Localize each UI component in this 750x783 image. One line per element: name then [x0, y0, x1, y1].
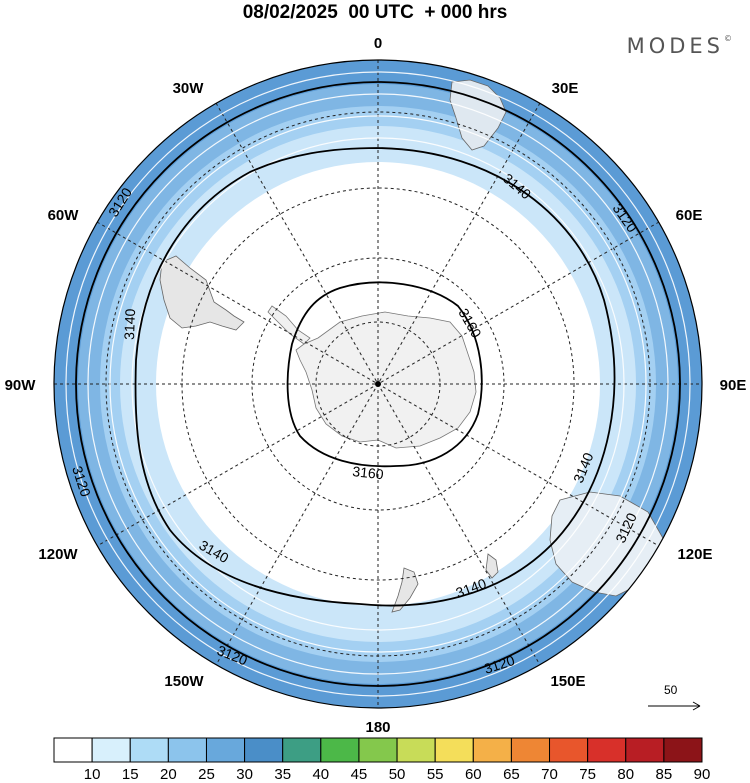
colorbar-swatch: [244, 737, 284, 763]
colorbar-tick-label: 35: [274, 766, 292, 783]
lon-label-60e: 60E: [676, 207, 703, 224]
wind-streamline: [87, 93, 669, 675]
colorbar-tick-label: 90: [693, 766, 711, 783]
contour-label: 3140: [121, 308, 138, 340]
lon-label-30w: 30W: [173, 80, 205, 97]
south-pole-marker: [375, 381, 381, 387]
colorbar-swatch: [91, 737, 131, 763]
contour-3120: [75, 81, 681, 687]
wind-streamline: [65, 71, 691, 697]
lon-label-30e: 30E: [552, 80, 579, 97]
colorbar-swatch: [53, 737, 93, 763]
contour-3160: [286, 281, 483, 468]
map-border: [53, 59, 703, 709]
colorbar-swatch: [434, 737, 474, 763]
colorbar-tick-label: 75: [579, 766, 596, 783]
brand-mark: ©: [724, 34, 732, 43]
south-america-landmass: [159, 255, 245, 331]
africa-landmass: [449, 79, 507, 151]
colorbar-tick-label: 55: [426, 766, 444, 783]
lon-label-150w: 150W: [164, 673, 204, 690]
lon-label-150e: 150E: [550, 673, 585, 690]
lon-label-90w: 90W: [5, 377, 37, 394]
lon-label-120w: 120W: [38, 546, 78, 563]
colorbar-tick-label: 25: [198, 766, 215, 783]
colorbar-swatch: [129, 737, 169, 763]
wind-streamline: [109, 115, 647, 653]
colorbar-swatch: [282, 737, 322, 763]
lon-label-90e: 90E: [720, 377, 747, 394]
brand-logo: MODES©: [627, 34, 732, 58]
lon-label-120e: 120E: [677, 546, 712, 563]
wind-streamline: [131, 137, 625, 631]
colorbar-swatch: [510, 737, 551, 763]
reference-vector-arrowhead: [692, 701, 701, 711]
latitude-circle: [181, 187, 575, 581]
colorbar-tick-label: 70: [541, 766, 558, 783]
colorbar-tick-label: 10: [83, 766, 101, 783]
antarctic-peninsula: [267, 305, 311, 345]
colorbar-swatch: [358, 737, 398, 763]
colorbar-tick-label: 30: [236, 766, 253, 783]
colorbar-tick-label: 85: [655, 766, 673, 783]
colorbar-tick-label: 40: [312, 766, 330, 783]
colorbar-swatch: [205, 737, 246, 763]
new-zealand-north-island: [485, 553, 499, 579]
contour-label: 3160: [352, 463, 385, 482]
colorbar-tick-label: 20: [160, 766, 177, 783]
lon-label-60w: 60W: [48, 207, 80, 224]
reference-vector-label: 50: [664, 683, 678, 697]
colorbar-swatch: [320, 737, 360, 763]
colorbar: [53, 737, 703, 763]
colorbar-tick-label: 80: [617, 766, 635, 783]
colorbar-tick-label: 50: [388, 766, 406, 783]
colorbar-swatch: [625, 737, 665, 763]
colorbar-tick-label: 45: [350, 766, 368, 783]
colorbar-swatch: [663, 737, 703, 763]
colorbar-swatch: [167, 737, 207, 763]
colorbar-swatch: [549, 737, 589, 763]
map-title: 08/02/2025 00 UTC + 000 hrs: [242, 2, 508, 23]
lon-label-0: 0: [374, 35, 382, 52]
colorbar-swatch: [587, 737, 627, 763]
lon-label-180: 180: [365, 719, 390, 736]
contour-3140: [134, 147, 616, 607]
brand-name: MODES: [626, 34, 724, 58]
colorbar-swatch: [396, 737, 436, 763]
colorbar-tick-label: 65: [503, 766, 520, 783]
colorbar-tick-label: 60: [464, 766, 482, 783]
colorbar-swatch: [472, 737, 512, 763]
colorbar-tick-label: 15: [121, 766, 139, 783]
